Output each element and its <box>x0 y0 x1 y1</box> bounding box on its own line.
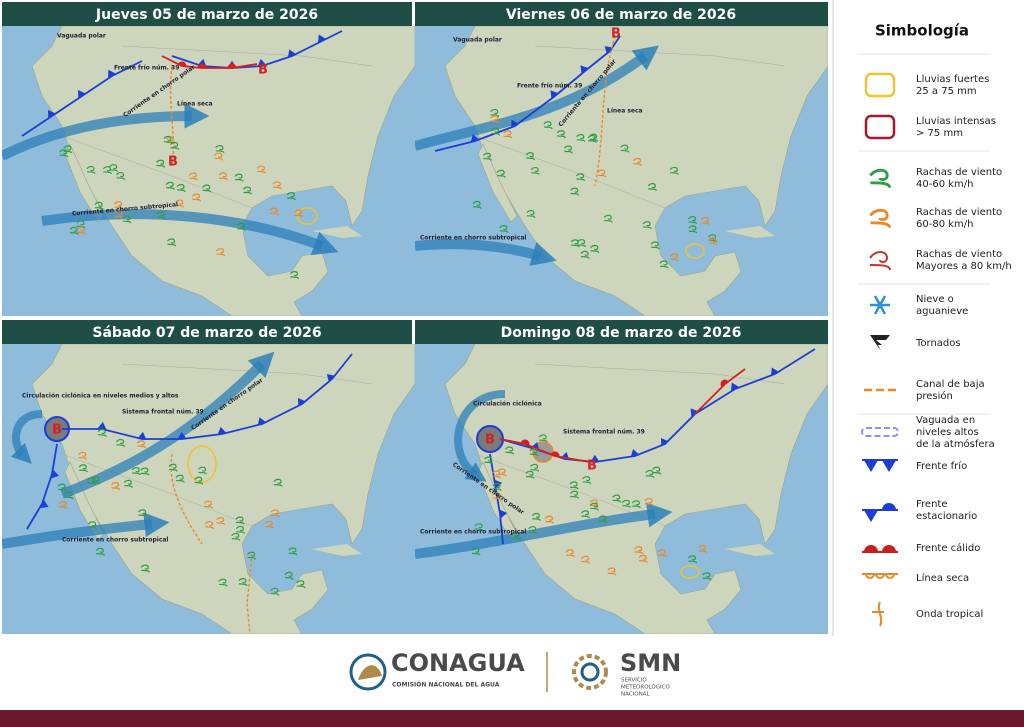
legend-label: Canal de baja <box>916 379 985 390</box>
legend-label: presión <box>916 390 953 402</box>
footer: CONAGUA COMISIÓN NACIONAL DEL AGUA SMN S… <box>0 649 1024 727</box>
panel: Vaguada polar Frente frío núm. 39 Corrie… <box>2 2 415 316</box>
tropical-wave-icon <box>872 601 884 627</box>
conagua-subtitle: COMISIÓN NACIONAL DEL AGUA <box>392 682 500 689</box>
stationary-front-icon <box>862 503 898 522</box>
legend-label: Rachas de viento <box>916 249 1002 260</box>
legend-item: Línea seca <box>862 572 969 584</box>
legend-label: Rachas de viento <box>916 167 1002 178</box>
wind-icon <box>869 251 891 271</box>
panel-title: Sábado 07 de marzo de 2026 <box>92 325 321 341</box>
legend-label: Frente cálido <box>916 542 980 554</box>
dry-line-icon <box>862 573 898 579</box>
legend-label: Lluvias fuertes <box>916 74 989 85</box>
low-pressure: B <box>587 459 597 474</box>
panel: Vaguada polar Frente frío núm. 39 Corrie… <box>415 2 828 316</box>
low-pressure: B <box>52 423 62 438</box>
legend-label: Frente frío <box>916 460 967 472</box>
map-label: Sistema frontal núm. 39 <box>563 429 645 436</box>
panel-title: Jueves 05 de marzo de 2026 <box>95 7 318 23</box>
legend-label: Onda tropical <box>916 609 983 620</box>
legend-item: Lluvias intensas> 75 mm <box>864 114 996 140</box>
map-label: Corriente en chorro subtropical <box>62 537 168 544</box>
legend-label: Tornados <box>915 338 961 349</box>
map-label: Frente frío núm. 39 <box>517 83 582 90</box>
panel: Circulación ciclónica Sistema frontal nú… <box>415 320 828 634</box>
map-label: Línea seca <box>607 108 643 115</box>
snow-icon <box>870 295 890 315</box>
legend-label: niveles altos <box>916 427 979 438</box>
legend-label: Línea seca <box>916 572 969 584</box>
low-pressure: B <box>168 155 178 170</box>
legend-item: Frente frío <box>862 459 967 472</box>
map-label: Vaguada polar <box>453 37 502 44</box>
legend-label: Lluvias intensas <box>916 116 996 127</box>
smn-subtitle: METEOROLÓGICO <box>621 684 670 691</box>
legend-label: > 75 mm <box>916 128 963 139</box>
panel-title: Domingo 08 de marzo de 2026 <box>501 325 742 341</box>
panel: Circulación ciclónica en niveles medios … <box>2 320 415 634</box>
map-label: Corriente en chorro subtropical <box>420 529 526 536</box>
upper-trough-icon <box>861 427 899 437</box>
low-pressure: B <box>258 63 268 78</box>
map-label: Circulación ciclónica en niveles medios … <box>22 393 179 400</box>
legend-label: Frente <box>916 499 947 510</box>
legend-label: 60-80 km/h <box>916 219 973 230</box>
map-label: Sistema frontal núm. 39 <box>122 409 204 416</box>
rain-icon <box>864 114 896 140</box>
smn-subtitle: NACIONAL <box>621 692 650 698</box>
legend-label: aguanieve <box>916 306 968 317</box>
legend-label: Mayores a 80 km/h <box>916 261 1012 272</box>
map-label: Línea seca <box>177 101 213 108</box>
legend-item: Tornados <box>870 335 961 351</box>
low-pressure: B <box>485 433 495 448</box>
legend-label: 25 a 75 mm <box>916 86 977 97</box>
map-label: Vaguada polar <box>57 33 106 40</box>
legend-label: de la atmósfera <box>916 438 995 450</box>
warm-front-icon <box>862 545 898 553</box>
legend-label: Nieve o <box>916 294 954 305</box>
map-label: Corriente en chorro subtropical <box>420 235 526 242</box>
legend-label: estacionario <box>916 511 977 522</box>
map-label: Frente frío núm. 39 <box>114 65 179 72</box>
conagua-logo: CONAGUA <box>391 649 525 677</box>
low-pressure: B <box>611 27 621 42</box>
panel-title: Viernes 06 de marzo de 2026 <box>506 7 736 23</box>
legend-label: 40-60 km/h <box>916 179 973 190</box>
legend-item: Onda tropical <box>872 601 983 627</box>
legend-label: Rachas de viento <box>916 207 1002 218</box>
legend-label: Vaguada en <box>916 415 975 426</box>
legend-title: Simbología <box>875 22 969 40</box>
smn-subtitle: SERVICIO <box>621 678 647 684</box>
rain-icon <box>864 72 896 98</box>
tornado-icon <box>870 335 890 351</box>
legend-item: Frente cálido <box>862 542 980 554</box>
cold-front-icon <box>862 459 898 472</box>
map-label: Circulación ciclónica <box>473 401 542 408</box>
smn-logo: SMN <box>620 649 681 677</box>
